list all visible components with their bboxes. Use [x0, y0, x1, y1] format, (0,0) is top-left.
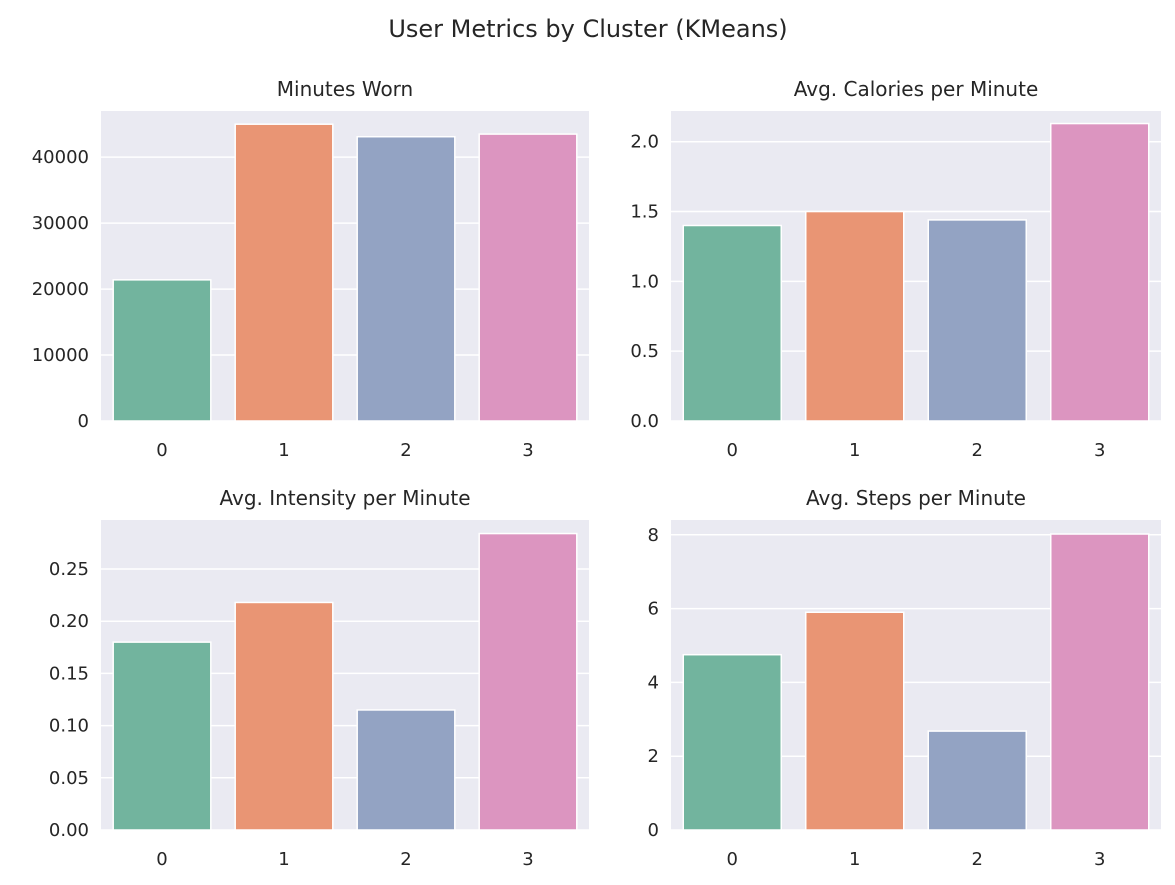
- bar-cluster-1: [805, 210, 905, 422]
- x-tick-label: 2: [972, 440, 983, 461]
- figure-title: User Metrics by Cluster (KMeans): [388, 15, 787, 43]
- bar-cluster-2: [927, 730, 1027, 831]
- y-tick-label: 0.25: [49, 559, 89, 580]
- x-tick-label: 1: [849, 849, 860, 870]
- x-tick-label: 3: [1094, 440, 1105, 461]
- y-tick-label: 0.20: [49, 611, 89, 632]
- x-tick-label: 0: [156, 849, 167, 870]
- y-tick-label: 20000: [32, 279, 89, 300]
- y-tick-label: 0.15: [49, 663, 89, 684]
- subplot-2: 0.00 0.05 0.10 0.15 0.20 0.25 0 1 2 3 Avg. Intensi…: [49, 486, 589, 870]
- bar-cluster-2: [927, 219, 1027, 422]
- bar-cluster-0: [682, 224, 782, 422]
- y-tick-label: 8: [648, 525, 659, 546]
- subplot-3: 0 2 4 6 8 0 1 2 3 Avg. Steps per Minute: [648, 486, 1161, 870]
- y-tick-label: 0: [78, 411, 89, 432]
- x-tick-label: 2: [400, 849, 411, 870]
- y-tick-label: 0.0: [630, 411, 659, 432]
- y-tick-label: 30000: [32, 213, 89, 234]
- subplot-1: 0.0 0.5 1.0 1.5 2.0 0 1 2 3 Avg. Calories per Min…: [630, 77, 1161, 461]
- x-tick-label: 2: [972, 849, 983, 870]
- bar-cluster-0: [682, 653, 782, 831]
- y-tick-label: 2: [648, 746, 659, 767]
- bar-cluster-3: [1050, 533, 1150, 831]
- x-tick-label: 1: [278, 440, 289, 461]
- bar-cluster-0: [112, 641, 212, 831]
- y-tick-label: 1.5: [630, 202, 659, 223]
- subplot-0: 0 10000 20000 30000 40000 0 1 2 3 Minutes Worn: [32, 77, 589, 461]
- y-tick-label: 0: [648, 820, 659, 841]
- y-tick-label: 2.0: [630, 132, 659, 153]
- y-tick-label: 1.0: [630, 271, 659, 292]
- x-tick-label: 3: [522, 440, 533, 461]
- bar-cluster-3: [1050, 122, 1150, 422]
- x-tick-label: 1: [849, 440, 860, 461]
- x-tick-label: 3: [1094, 849, 1105, 870]
- bar-cluster-0: [112, 279, 212, 422]
- y-tick-label: 6: [648, 599, 659, 620]
- x-tick-label: 0: [156, 440, 167, 461]
- bar-cluster-1: [234, 123, 334, 422]
- subplot-title: Avg. Calories per Minute: [794, 77, 1039, 101]
- y-tick-label: 0.05: [49, 768, 89, 789]
- x-tick-label: 3: [522, 849, 533, 870]
- x-tick-label: 1: [278, 849, 289, 870]
- bar-cluster-1: [234, 601, 334, 831]
- bar-cluster-2: [356, 709, 456, 831]
- y-tick-label: 10000: [32, 345, 89, 366]
- x-tick-label: 0: [727, 440, 738, 461]
- y-tick-label: 0.5: [630, 341, 659, 362]
- y-tick-label: 0.00: [49, 820, 89, 841]
- bar-cluster-3: [478, 532, 578, 831]
- y-tick-label: 40000: [32, 147, 89, 168]
- subplot-title: Avg. Steps per Minute: [806, 486, 1026, 510]
- x-tick-label: 2: [400, 440, 411, 461]
- bar-cluster-1: [805, 611, 905, 831]
- y-tick-label: 4: [648, 672, 659, 693]
- x-tick-label: 0: [727, 849, 738, 870]
- bar-cluster-2: [356, 135, 456, 422]
- subplot-title: Avg. Intensity per Minute: [219, 486, 470, 510]
- bar-cluster-3: [478, 133, 578, 422]
- subplot-title: Minutes Worn: [277, 77, 413, 101]
- y-tick-label: 0.10: [49, 716, 89, 737]
